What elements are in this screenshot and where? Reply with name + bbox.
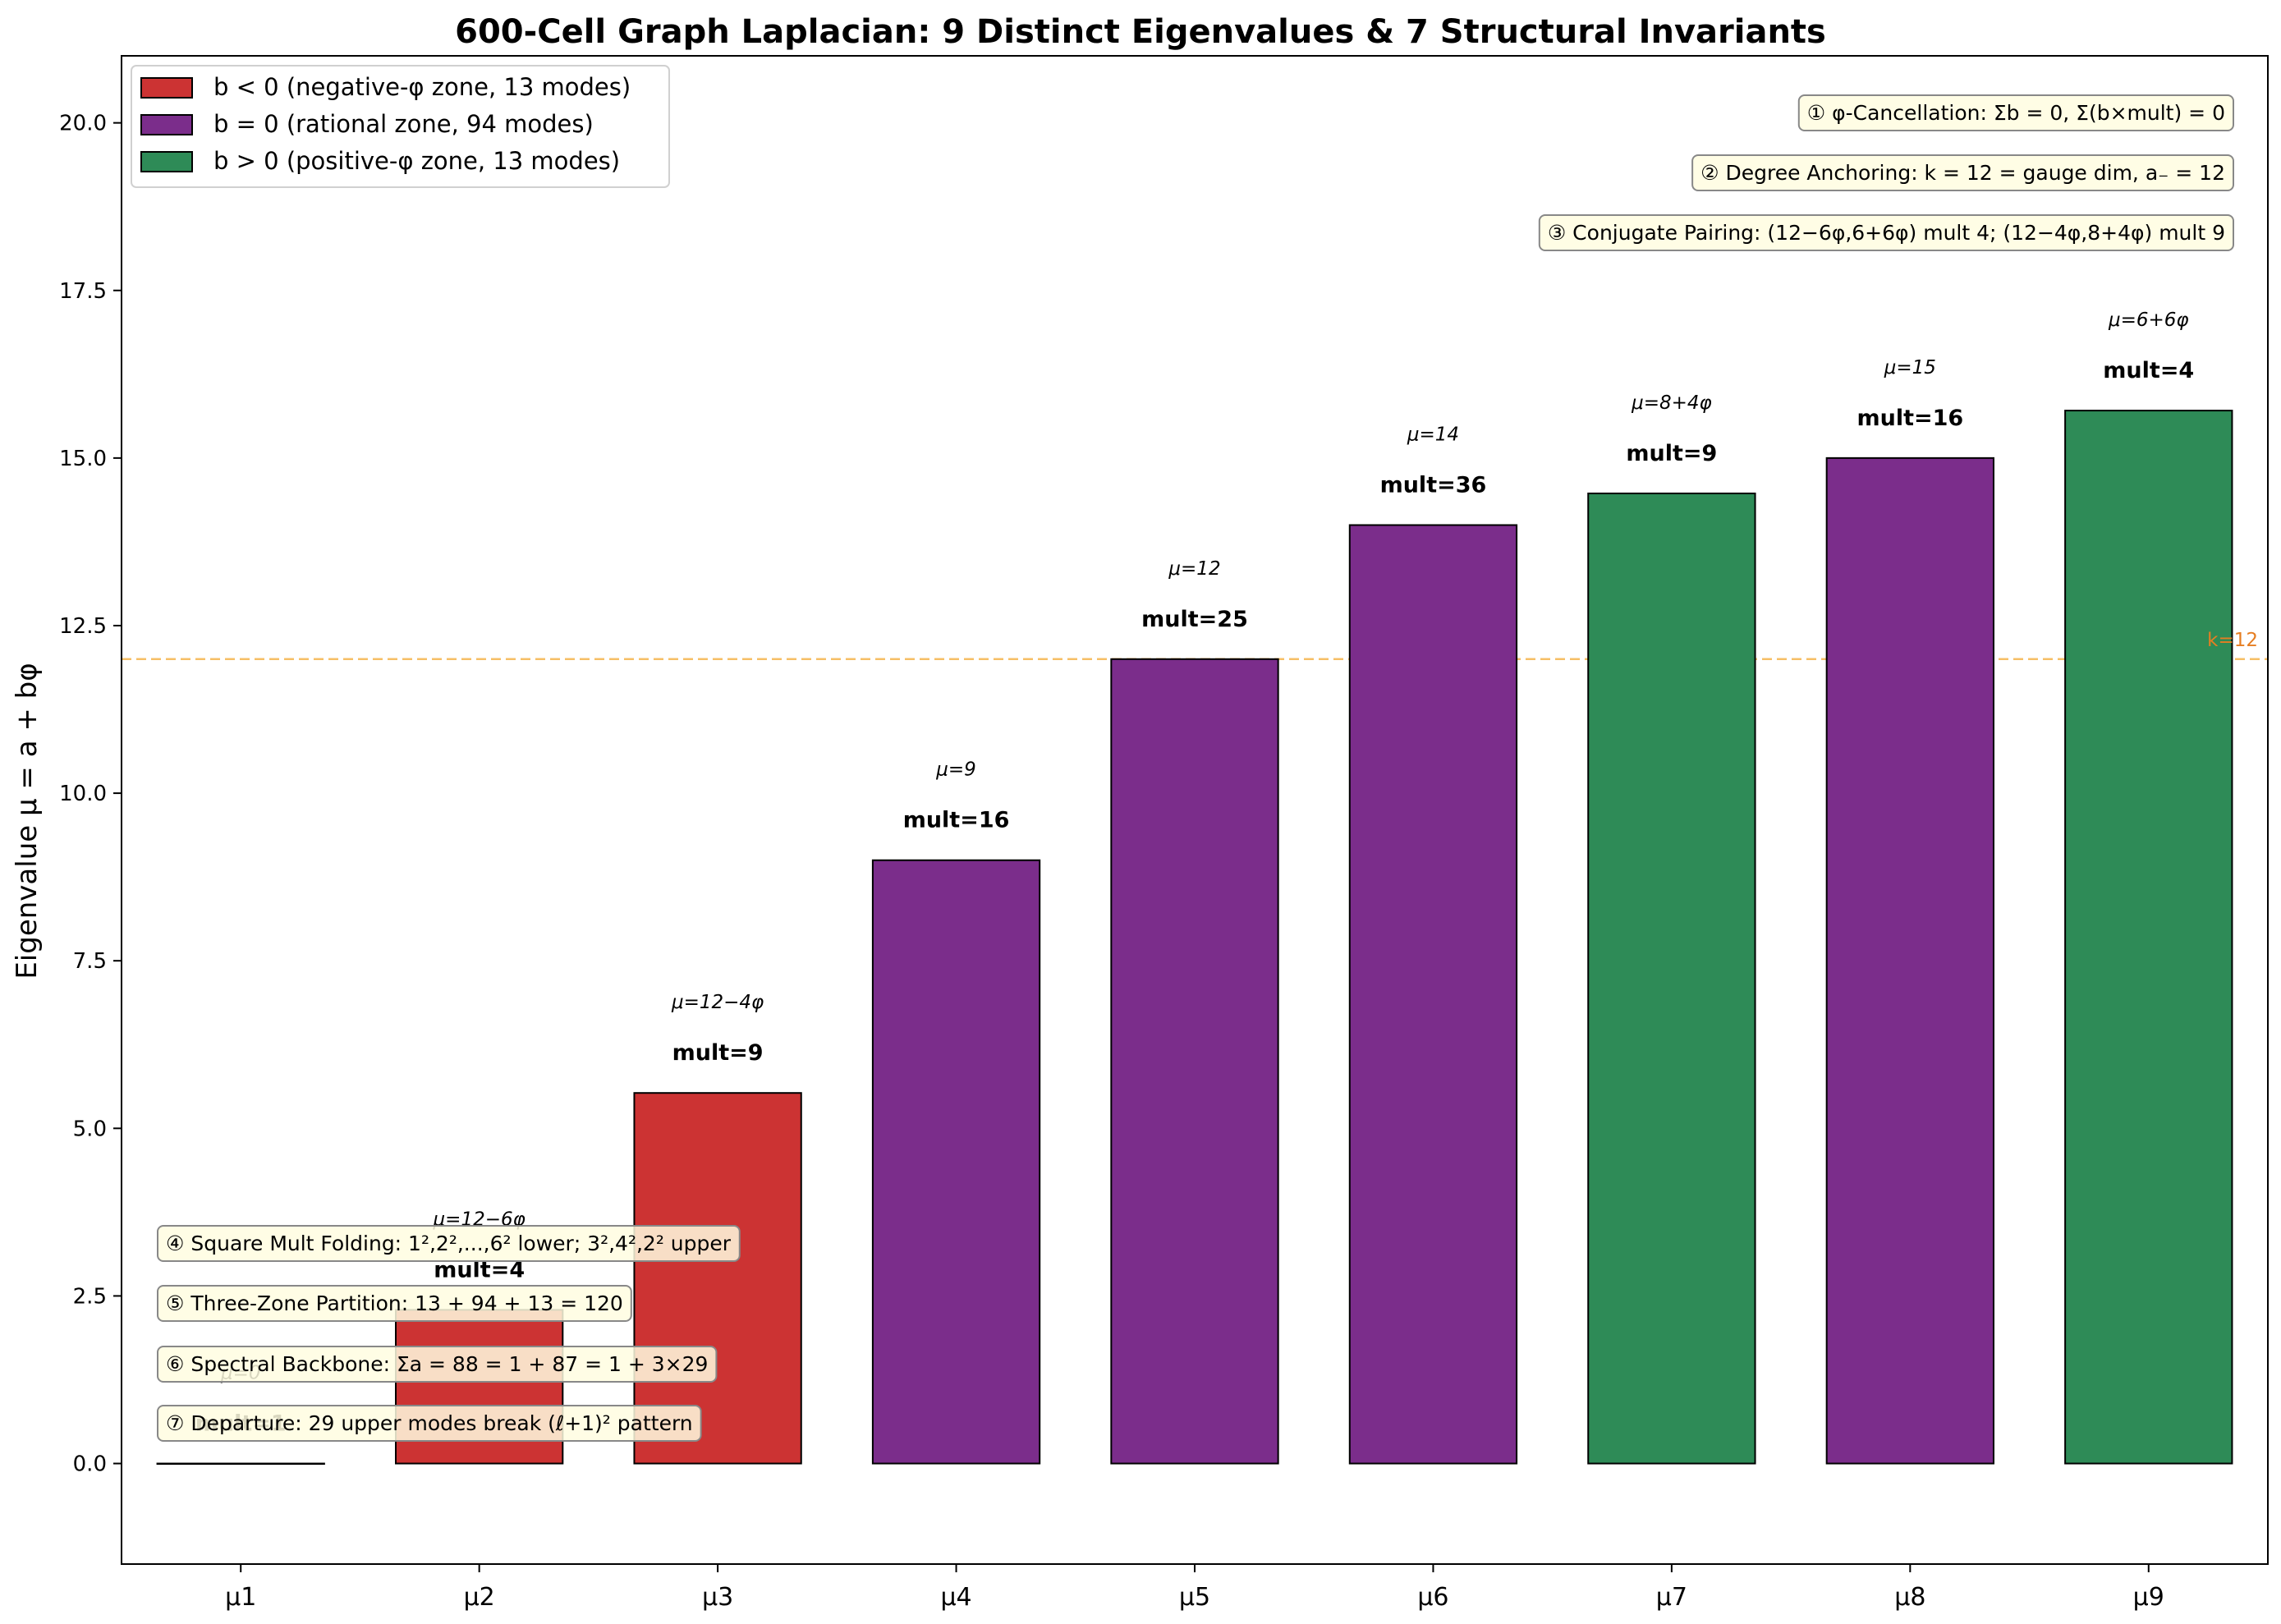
annotation-text: ③ Conjugate Pairing: (12−6φ,6+6φ) mult 4… [1548,221,2225,245]
annotations-bottom-left: ④ Square Mult Folding: 1²,2²,...,6² lowe… [157,1225,741,1442]
annotations-top-right: ① φ-Cancellation: Σb = 0, Σ(b×mult) = 0 ②… [1538,94,2234,251]
annotation-note: ④ Square Mult Folding: 1²,2²,...,6² lowe… [157,1225,741,1262]
mult-label: mult=9 [1626,441,1717,466]
annotation-note: ⑦ Departure: 29 upper modes break (ℓ+1)²… [157,1405,702,1442]
annotation-box [1691,154,2234,191]
legend-box [131,65,670,188]
y-tick-label: 17.5 [59,279,107,304]
annotation-box [157,1225,741,1262]
x-tick-label: μ7 [1656,1583,1687,1612]
annotation-text: ⑥ Spectral Backbone: Σa = 88 = 1 + 87 = … [166,1352,708,1376]
bar-μ8 [1825,456,1994,1465]
mu-label: μ=8+4φ [1631,392,1712,414]
annotation-text: ⑤ Three-Zone Partition: 13 + 94 + 13 = 1… [166,1291,623,1315]
y-tick-label: 15.0 [59,447,107,471]
y-tick-label: 2.5 [73,1284,107,1309]
bar-μ7 [1587,492,1756,1465]
mult-label: mult=36 [1380,473,1487,498]
x-tick-label: μ2 [464,1583,495,1612]
legend-swatch-negative [140,77,193,99]
annotation-text: ① φ-Cancellation: Σb = 0, Σ(b×mult) = 0 [1807,101,2225,125]
mult-label: mult=16 [1856,406,1963,431]
annotation-note: ⑤ Three-Zone Partition: 13 + 94 + 13 = 1… [157,1285,632,1322]
x-tick-label: μ3 [702,1583,733,1612]
y-tick-label: 12.5 [59,614,107,639]
bar-μ9 [2064,410,2233,1465]
bar-μ6 [1348,524,1518,1465]
annotation-note: ③ Conjugate Pairing: (12−6φ,6+6φ) mult 4… [1538,214,2234,251]
mult-label: mult=16 [903,808,1010,833]
bar-μ4 [871,859,1041,1465]
x-tick-label: μ9 [2133,1583,2164,1612]
annotation-box [1797,94,2234,131]
mu-label: μ=15 [1884,357,1936,378]
annotation-text: ② Degree Anchoring: k = 12 = gauge dim, … [1700,161,2225,185]
legend-label: b = 0 (rational zone, 94 modes) [213,110,594,138]
y-tick-label: 10.0 [59,782,107,806]
mu-label: μ=6+6φ [2108,310,2189,331]
mu-label: μ=12 [1168,558,1220,580]
annotation-note: ② Degree Anchoring: k = 12 = gauge dim, … [1691,154,2234,191]
annotation-box [157,1285,632,1322]
mult-label: mult=9 [672,1040,764,1066]
legend-swatch-rational [140,114,193,135]
bar-μ1 [156,1462,325,1466]
reference-line-label: k=12 [2207,630,2258,651]
annotation-box [157,1346,718,1383]
mu-label: μ=14 [1407,424,1459,446]
bar-μ5 [1110,658,1279,1465]
annotation-note: ① φ-Cancellation: Σb = 0, Σ(b×mult) = 0 [1797,94,2234,131]
annotation-box [157,1405,702,1442]
annotation-box [1538,214,2234,251]
y-tick-label: 0.0 [73,1452,107,1477]
mu-label: μ=9 [935,759,976,781]
legend-label: b < 0 (negative-φ zone, 13 modes) [213,73,631,101]
y-tick-label: 5.0 [73,1117,107,1141]
y-tick-label: 7.5 [73,949,107,974]
mult-label: mult=25 [1141,607,1248,632]
legend-swatch-positive [140,151,193,172]
bar-μ3 [633,1092,802,1465]
annotation-text: ④ Square Mult Folding: 1²,2²,...,6² lowe… [166,1232,732,1255]
y-tick-label: 20.0 [59,112,107,136]
annotation-note: ⑥ Spectral Backbone: Σa = 88 = 1 + 87 = … [157,1346,718,1383]
plot-area: mult=1μ=0mult=4μ=12−6φmult=9μ=12−4φmult=… [59,55,2269,1612]
chart-title: 600-Cell Graph Laplacian: 9 Distinct Eig… [455,13,1826,51]
y-axis-label: Eigenvalue μ = a + bφ [11,663,44,979]
x-tick-label: μ4 [940,1583,971,1612]
x-tick-label: μ1 [225,1583,256,1612]
x-tick-label: μ6 [1417,1583,1448,1612]
annotation-text: ⑦ Departure: 29 upper modes break (ℓ+1)²… [166,1411,693,1435]
mult-label: mult=4 [2103,358,2194,383]
x-tick-label: μ5 [1179,1583,1210,1612]
x-tick-label: μ8 [1894,1583,1925,1612]
legend: b < 0 (negative-φ zone, 13 modes) b = 0 (… [131,65,670,188]
mu-label: μ=12−4φ [671,992,764,1013]
legend-label: b > 0 (positive-φ zone, 13 modes) [213,147,620,175]
